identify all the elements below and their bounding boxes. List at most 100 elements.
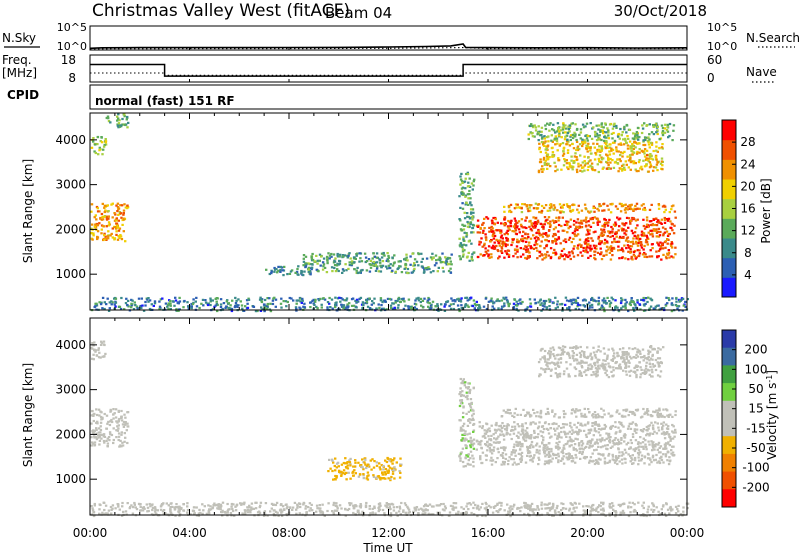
power-colorbar-segment-3 [722,218,736,239]
freq-tick-low: 8 [68,71,76,85]
power-panel: 1000 2000 3000 4000 Slant Range [km] 4 8 12 16… [21,112,773,313]
power-colorbar-label: Power [dB] [759,178,773,243]
power-colorbar-tick-3: 16 [740,202,755,216]
velocity-colorbar-segment-1 [722,347,736,366]
power-ytick-2: 3000 [55,178,86,192]
cpid-text: normal (fast) 151 RF [95,94,235,108]
noise-ytick-low: 10^0 [57,40,87,53]
cpid-panel: CPID normal (fast) 151 RF [7,84,688,110]
time-tick-4: 16:00 [471,526,506,540]
freq-tick-high: 18 [61,53,76,67]
power-region-6 [475,216,677,261]
freq-left-units: [MHz] [2,66,37,80]
power-colorbar-tick-1: 8 [744,246,752,260]
velocity-colorbar-tick-6: -100 [742,461,769,475]
time-tick-5: 20:00 [570,526,605,540]
cpid-label: CPID [7,88,39,102]
power-region-9 [527,122,676,143]
velocity-colorbar-segment-2 [722,365,736,384]
velocity-colorbar-tick-2: 50 [748,382,763,396]
beam-label: Beam 04 [325,4,392,22]
power-colorbar-segment-0 [722,277,736,298]
time-tick-1: 04:00 [172,526,207,540]
velocity-region-3 [458,377,476,468]
velocity-colorbar-segment-0 [722,330,736,349]
velocity-ytick-1: 2000 [55,427,86,441]
power-colorbar-segment-6 [722,159,736,180]
velocity-colorbar-tick-7: -200 [742,480,769,494]
power-colorbar-segment-2 [722,238,736,259]
power-colorbar-tick-5: 24 [740,157,755,171]
noise-right-ytick-high: 10^5 [707,21,737,34]
velocity-ylabel: Slant Range [km] [21,363,35,467]
power-colorbar-tick-4: 20 [740,179,755,193]
velocity-colorbar-segment-4 [722,400,736,419]
power-region-3 [265,265,313,277]
power-ytick-0: 1000 [55,267,86,281]
x-axis-label: Time UT [362,541,413,554]
power-region-2 [105,113,130,129]
freq-series-1 [90,72,687,76]
velocity-region-1 [90,340,107,361]
velocity-scatter [90,340,690,518]
station-title: Christmas Valley West (fitACF) [92,1,350,21]
velocity-ytick-3: 4000 [55,338,86,352]
velocity-panel: 1000 2000 3000 4000 Slant Range [km] 200 100… [21,317,780,518]
noise-left-label: N.Sky [2,31,36,45]
power-ytick-3: 4000 [55,133,86,147]
velocity-region-4 [475,421,677,466]
power-colorbar-tick-6: 28 [740,135,755,149]
date-label: 30/Oct/2018 [614,2,707,20]
power-region-8 [537,139,664,174]
power-colorbar-segment-7 [722,139,736,160]
power-colorbar-tick-0: 4 [744,268,752,282]
velocity-colorbar-segment-6 [722,436,736,455]
power-colorbar-segment-8 [722,120,736,141]
time-tick-0: 00:00 [73,526,108,540]
velocity-region-2 [327,456,403,482]
velocity-colorbar-tick-5: -50 [746,441,766,455]
velocity-region-0 [90,408,130,448]
power-colorbar-segment-5 [722,179,736,200]
velocity-colorbar-tick-1: 100 [745,362,768,376]
velocity-colorbar-tick-4: -15 [746,421,766,435]
velocity-colorbar-segment-5 [722,418,736,437]
power-scatter [90,113,689,313]
power-region-0 [90,202,130,243]
noise-panel: N.Sky 10^5 10^0 10^5 10^0 N.Search [2,21,800,53]
velocity-colorbar-tick-3: 15 [748,402,763,416]
freq-series-0 [90,63,687,77]
power-region-1 [90,135,108,156]
velocity-colorbar-label: Velocity [m s-1] [765,370,780,460]
power-region-7 [503,202,677,214]
power-colorbar-segment-4 [722,198,736,219]
velocity-colorbar-segment-8 [722,471,736,490]
noise-series-0 [89,43,688,50]
velocity-colorbar-segment-3 [722,383,736,402]
velocity-region-5 [500,407,677,419]
noise-series-1 [89,47,687,50]
nave-tick-high: 60 [707,53,722,67]
power-region-5 [458,171,476,262]
noise-right-ytick-low: 10^0 [707,40,737,53]
nave-tick-low: 0 [707,71,715,85]
power-region-10 [90,296,689,313]
power-region-4 [302,251,453,275]
velocity-ytick-0: 1000 [55,472,86,486]
velocity-colorbar-tick-0: 200 [745,343,768,357]
noise-right-label: N.Search [746,31,800,45]
frequency-panel: Freq. [MHz] 18 8 60 0 Nave [2,53,777,85]
power-ylabel: Slant Range [km] [21,159,35,263]
velocity-region-6 [537,345,665,379]
velocity-colorbar-segment-7 [722,453,736,473]
velocity-colorbar-segment-9 [722,489,736,508]
velocity-ytick-2: 3000 [55,383,86,397]
time-tick-2: 08:00 [272,526,307,540]
time-tick-3: 12:00 [371,526,406,540]
time-tick-6: 00:00 [670,526,705,540]
power-colorbar-tick-2: 12 [740,224,755,238]
freq-left-label: Freq. [2,53,32,67]
power-colorbar-segment-1 [722,257,736,278]
power-ytick-1: 2000 [55,222,86,236]
